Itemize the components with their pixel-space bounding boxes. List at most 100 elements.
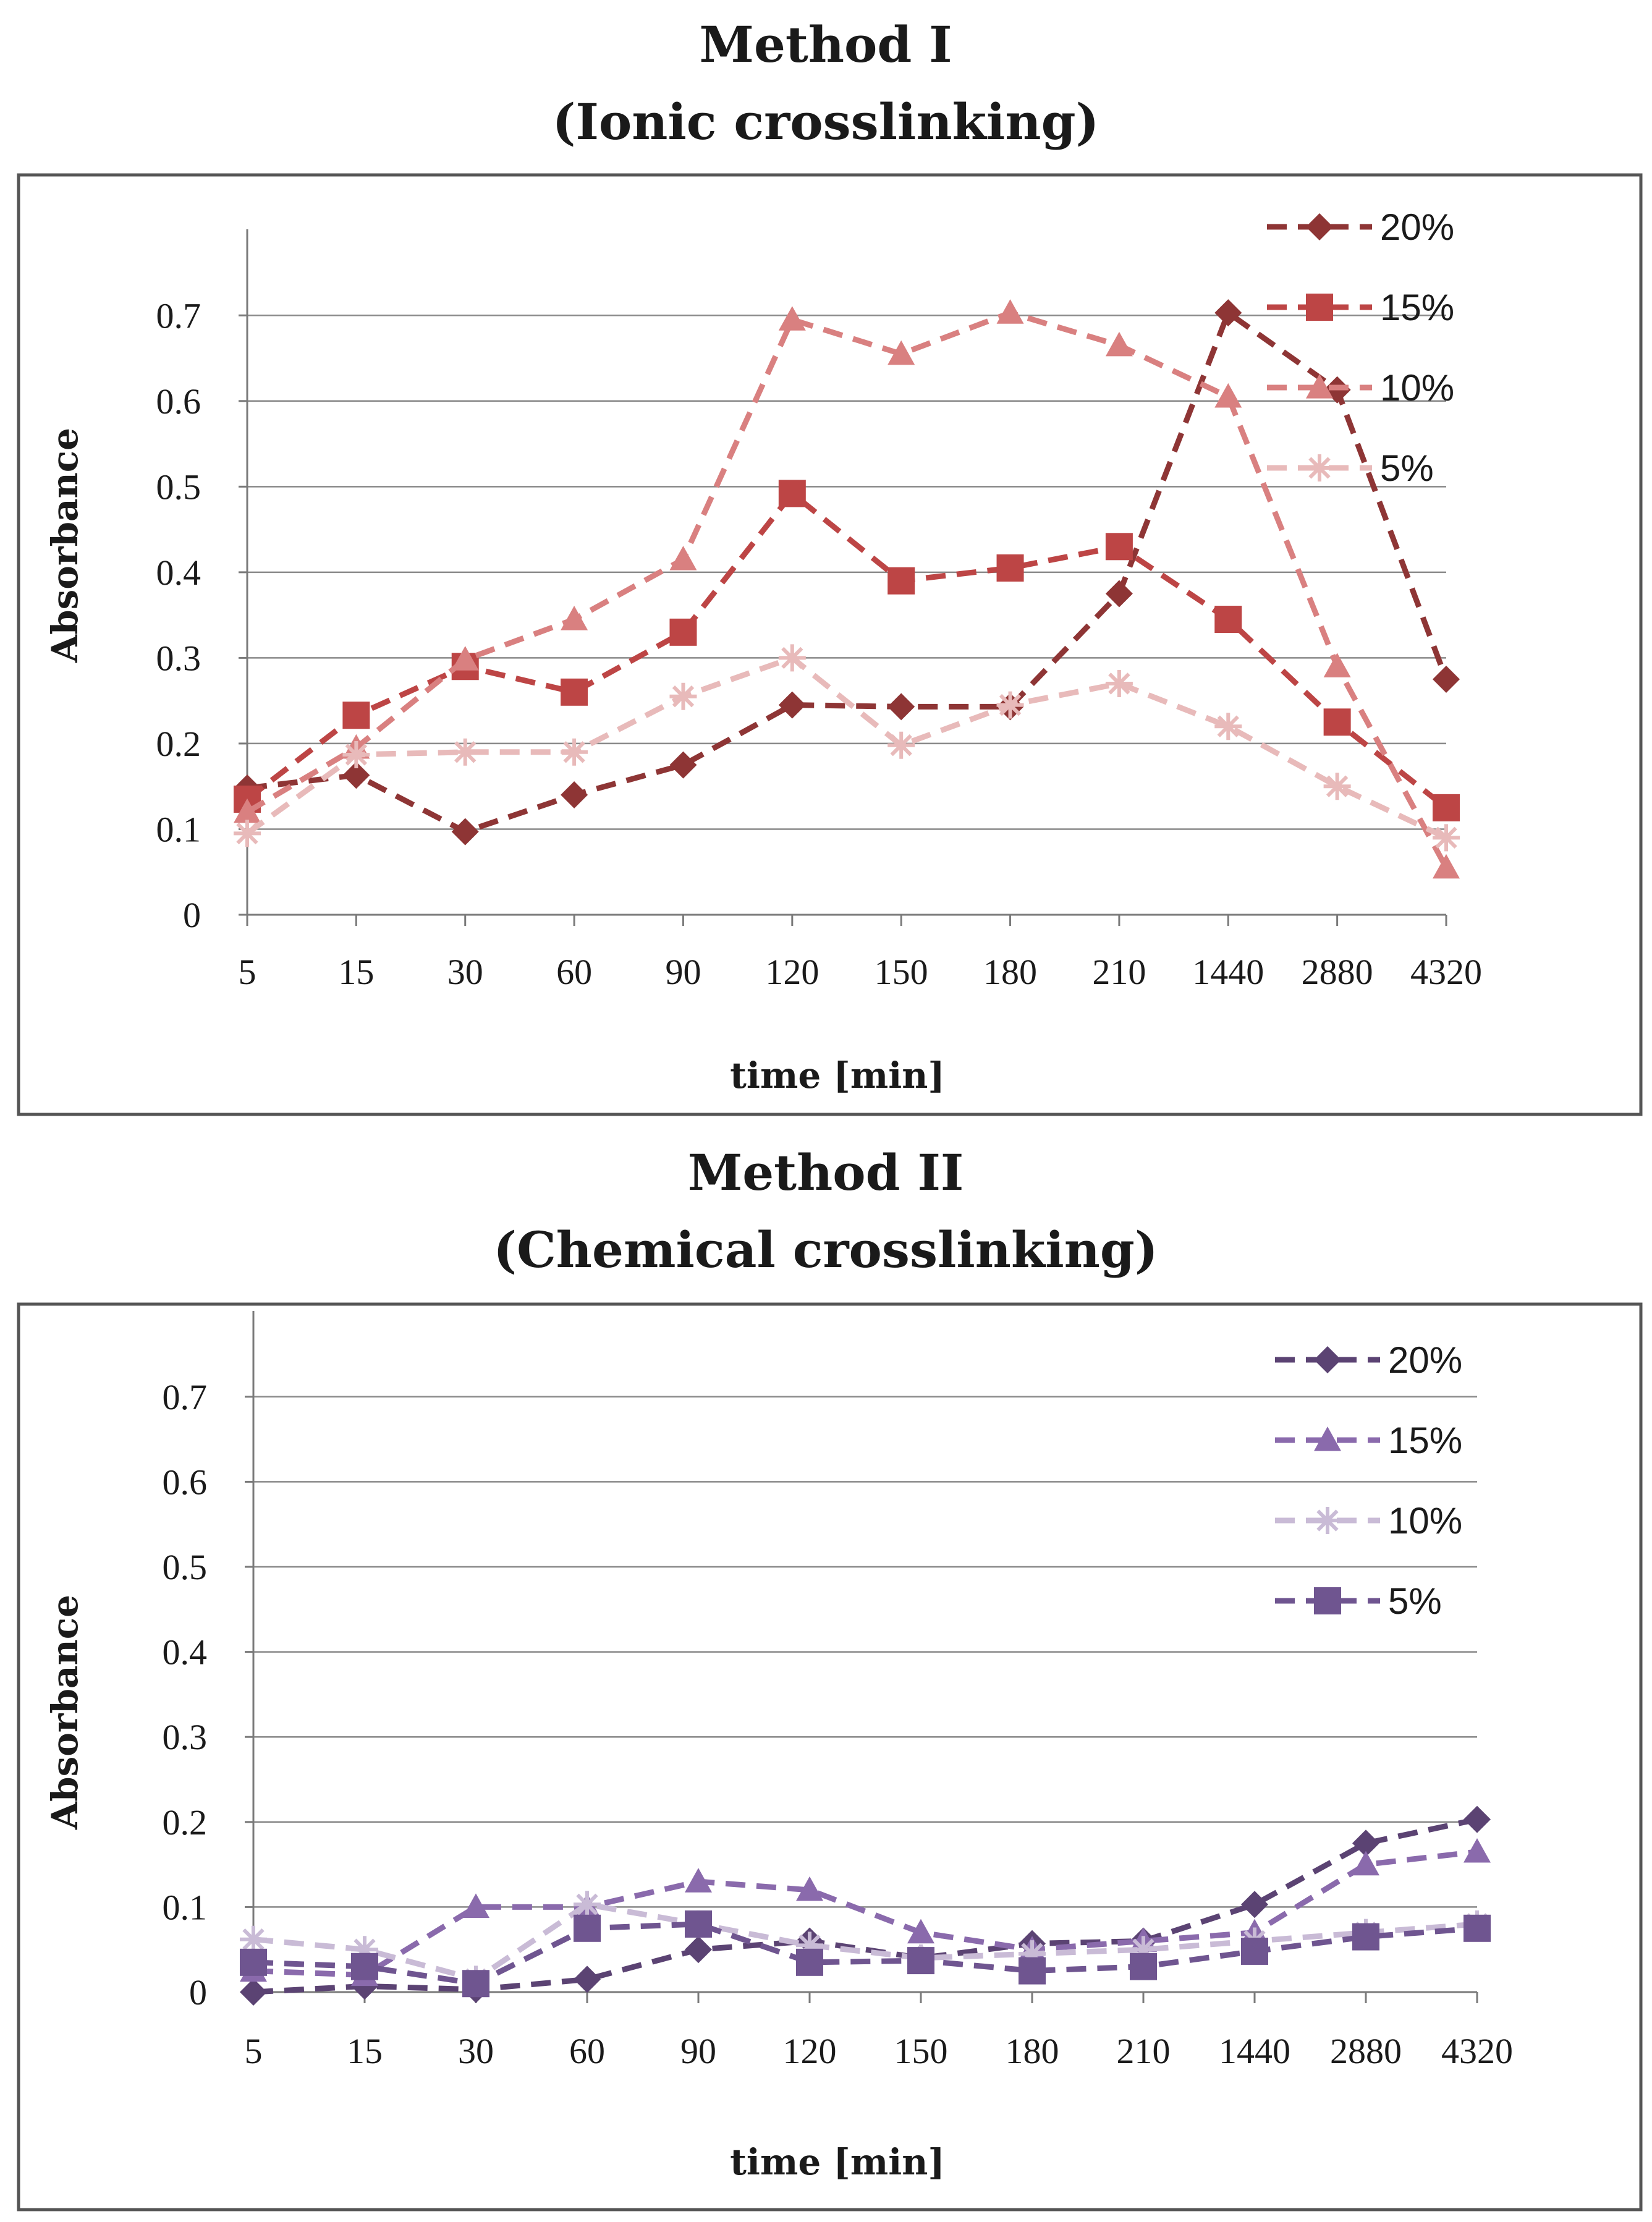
data-point [1323, 653, 1351, 677]
x-tick-label: 60 [556, 952, 592, 992]
data-point [1214, 383, 1242, 408]
data-point [462, 1893, 489, 1918]
data-point [796, 1876, 823, 1901]
y-tick-label: 0.7 [156, 295, 201, 336]
y-tick-label: 0.3 [156, 638, 201, 678]
y-tick-label: 0.2 [156, 724, 201, 764]
legend-label: 10% [1388, 1500, 1462, 1541]
legend-marker [1306, 454, 1333, 481]
chart-method-1: Method I (Ionic crosslinking) 0 0.1 0.2 0.3… [17, 15, 1643, 1116]
data-point [1214, 299, 1242, 327]
data-point [1464, 1914, 1491, 1942]
series-line-2 [245, 310, 1449, 869]
chart-1-ylabel: Absorbance [44, 428, 86, 663]
data-point [240, 1925, 267, 1953]
series-line-0 [247, 310, 1449, 835]
x-tick-label: 30 [447, 952, 483, 992]
x-tick-label: 15 [347, 2031, 383, 2071]
legend-label: 5% [1380, 447, 1434, 489]
y-tick-label: 0.5 [156, 467, 201, 507]
y-tick-label: 0.5 [163, 1547, 208, 1587]
data-point [1433, 666, 1460, 693]
y-tick-label: 0.1 [163, 1887, 208, 1927]
data-point [351, 1953, 378, 1980]
data-point [669, 751, 697, 779]
data-point [1433, 854, 1460, 879]
data-point [778, 306, 806, 331]
data-point [234, 798, 261, 823]
legend-label: 15% [1388, 1420, 1462, 1461]
data-point [574, 1965, 601, 1993]
x-tick-label: 1440 [1219, 2031, 1290, 2071]
data-point [342, 740, 370, 768]
data-point [907, 1947, 934, 1975]
chart-method-2: Method II (Chemical crosslinking) 0 0.1 0.… [17, 1143, 1643, 2211]
data-point [1019, 1957, 1046, 1985]
data-point [462, 1970, 489, 1998]
data-point [1105, 669, 1133, 697]
data-point [451, 738, 479, 766]
x-tick-label: 4320 [1441, 2031, 1513, 2071]
x-tick-label: 60 [569, 2031, 605, 2071]
legend-marker [1314, 1427, 1341, 1451]
x-tick-label: 2880 [1330, 2031, 1402, 2071]
chart-2-x-ticks: 5 15 30 60 90 120 150 180 210 1440 2880 4320 [245, 2031, 1514, 2071]
data-point [685, 1936, 712, 1964]
chart-2-gridlines [245, 1311, 1478, 2003]
x-tick-label: 4320 [1410, 952, 1482, 992]
data-point [1214, 713, 1242, 740]
data-point [1352, 1830, 1379, 1857]
data-point [796, 1948, 823, 1976]
data-point [1464, 1838, 1491, 1863]
data-point [669, 682, 697, 710]
data-point [685, 1868, 712, 1893]
data-point [887, 340, 915, 365]
y-tick-label: 0.1 [156, 809, 201, 849]
x-tick-label: 90 [680, 2031, 716, 2071]
x-tick-label: 120 [765, 952, 819, 992]
y-tick-label: 0.6 [156, 381, 201, 422]
data-point [561, 606, 588, 630]
data-point [574, 1891, 601, 1919]
x-tick-label: 120 [783, 2031, 837, 2071]
data-point [451, 818, 479, 846]
data-point [887, 693, 915, 721]
series-line-2 [253, 1901, 1478, 1982]
data-point [342, 702, 370, 729]
data-point [996, 691, 1024, 719]
x-tick-label: 30 [458, 2031, 494, 2071]
x-tick-label: 5 [245, 2031, 263, 2071]
data-point [887, 567, 915, 595]
series-line-1 [253, 1849, 1478, 1978]
legend-label: 5% [1388, 1580, 1442, 1622]
data-point [1433, 824, 1460, 852]
x-tick-label: 15 [338, 952, 374, 992]
legend-marker [1306, 374, 1333, 399]
y-tick-label: 0.3 [163, 1717, 208, 1757]
data-point [1352, 1923, 1379, 1951]
chart-1-subtitle: (Ionic crosslinking) [553, 93, 1099, 151]
y-tick-label: 0.2 [163, 1802, 208, 1842]
x-tick-label: 150 [875, 952, 928, 992]
data-point [1464, 1805, 1491, 1833]
data-point [561, 738, 588, 766]
chart-2-legend: 20% 15% 10% 5% [1275, 1339, 1462, 1622]
data-point [1105, 580, 1133, 608]
data-point [1019, 1940, 1046, 1968]
series-line-1 [245, 490, 1448, 810]
chart-2-xlabel: time [min] [730, 2141, 945, 2183]
x-tick-label: 5 [239, 952, 256, 992]
data-point [1105, 331, 1133, 357]
data-point [796, 1932, 823, 1959]
legend-marker [1306, 213, 1333, 240]
chart-1-gridlines [239, 229, 1447, 926]
data-point [685, 1910, 712, 1938]
data-point [778, 644, 806, 672]
legend-marker [1306, 294, 1333, 321]
data-point [669, 618, 697, 646]
data-point [1433, 794, 1460, 821]
data-point [574, 1914, 601, 1942]
legend-marker [1314, 1587, 1341, 1614]
y-tick-label: 0.6 [163, 1462, 208, 1502]
